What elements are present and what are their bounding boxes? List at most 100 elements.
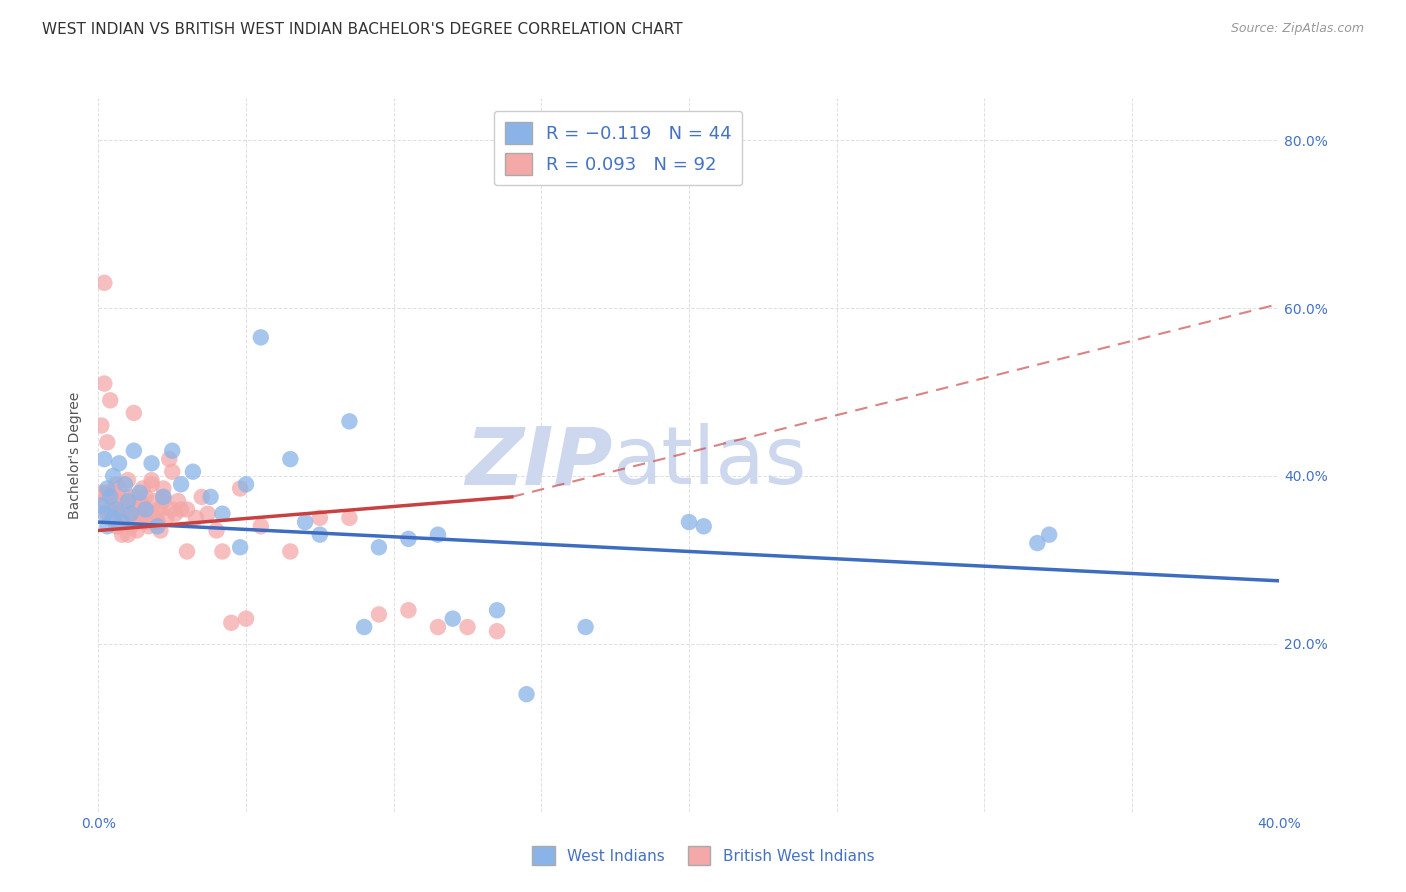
Point	[125, 524, 148, 538]
Point	[486, 603, 509, 617]
Point	[132, 498, 155, 512]
Point	[157, 452, 180, 467]
Point	[146, 519, 169, 533]
Point	[368, 607, 391, 622]
Point	[120, 502, 142, 516]
Point	[96, 485, 118, 500]
Point	[309, 527, 332, 541]
Point	[98, 490, 121, 504]
Point	[1038, 527, 1060, 541]
Point	[105, 519, 128, 533]
Point	[353, 620, 375, 634]
Point	[132, 507, 155, 521]
Point	[96, 507, 118, 521]
Point	[117, 490, 139, 504]
Point	[486, 624, 509, 639]
Point	[155, 511, 177, 525]
Point	[141, 477, 163, 491]
Point	[235, 477, 257, 491]
Point	[184, 511, 207, 525]
Point	[141, 507, 163, 521]
Point	[678, 515, 700, 529]
Point	[117, 498, 139, 512]
Point	[457, 620, 479, 634]
Point	[128, 494, 150, 508]
Point	[125, 511, 148, 525]
Point	[229, 482, 252, 496]
Point	[111, 515, 134, 529]
Point	[221, 615, 243, 630]
Point	[146, 515, 169, 529]
Point	[170, 477, 193, 491]
Point	[98, 511, 121, 525]
Legend: R = −0.119   N = 44, R = 0.093   N = 92: R = −0.119 N = 44, R = 0.093 N = 92	[494, 111, 742, 186]
Point	[516, 687, 538, 701]
Point	[96, 435, 118, 450]
Point	[693, 519, 716, 533]
Point	[165, 507, 187, 521]
Point	[108, 494, 131, 508]
Legend: West Indians, British West Indians: West Indians, British West Indians	[526, 840, 880, 871]
Point	[143, 515, 166, 529]
Point	[398, 532, 420, 546]
Point	[122, 502, 145, 516]
Point	[93, 494, 115, 508]
Point	[200, 490, 222, 504]
Point	[162, 443, 183, 458]
Point	[128, 507, 150, 521]
Point	[162, 502, 183, 516]
Point	[176, 502, 198, 516]
Point	[120, 511, 142, 525]
Point	[105, 502, 128, 516]
Point	[427, 527, 450, 541]
Point	[111, 507, 134, 521]
Point	[211, 544, 233, 558]
Point	[146, 502, 169, 516]
Point	[280, 544, 302, 558]
Point	[181, 465, 204, 479]
Point	[132, 498, 155, 512]
Point	[117, 502, 139, 516]
Text: WEST INDIAN VS BRITISH WEST INDIAN BACHELOR'S DEGREE CORRELATION CHART: WEST INDIAN VS BRITISH WEST INDIAN BACHE…	[42, 22, 683, 37]
Point	[93, 276, 115, 290]
Point	[105, 477, 128, 491]
Point	[368, 541, 391, 555]
Point	[122, 406, 145, 420]
Point	[149, 524, 172, 538]
Point	[90, 418, 112, 433]
Point	[149, 502, 172, 516]
Point	[191, 490, 214, 504]
Point	[120, 519, 142, 533]
Point	[141, 456, 163, 470]
Y-axis label: Bachelor's Degree: Bachelor's Degree	[69, 392, 83, 518]
Point	[122, 507, 145, 521]
Point	[122, 443, 145, 458]
Point	[398, 603, 420, 617]
Point	[128, 511, 150, 525]
Point	[135, 490, 157, 504]
Point	[108, 456, 131, 470]
Point	[105, 502, 128, 516]
Text: ZIP: ZIP	[465, 423, 612, 501]
Point	[96, 519, 118, 533]
Point	[93, 507, 115, 521]
Point	[108, 482, 131, 496]
Point	[103, 511, 125, 525]
Point	[205, 524, 228, 538]
Point	[128, 485, 150, 500]
Point	[117, 527, 139, 541]
Point	[294, 515, 316, 529]
Point	[441, 612, 464, 626]
Point	[141, 473, 163, 487]
Point	[211, 507, 233, 521]
Point	[93, 452, 115, 467]
Point	[152, 494, 174, 508]
Point	[93, 376, 115, 391]
Point	[339, 414, 361, 428]
Point	[98, 393, 121, 408]
Point	[103, 485, 125, 500]
Point	[117, 494, 139, 508]
Point	[135, 502, 157, 516]
Point	[90, 498, 112, 512]
Point	[90, 485, 112, 500]
